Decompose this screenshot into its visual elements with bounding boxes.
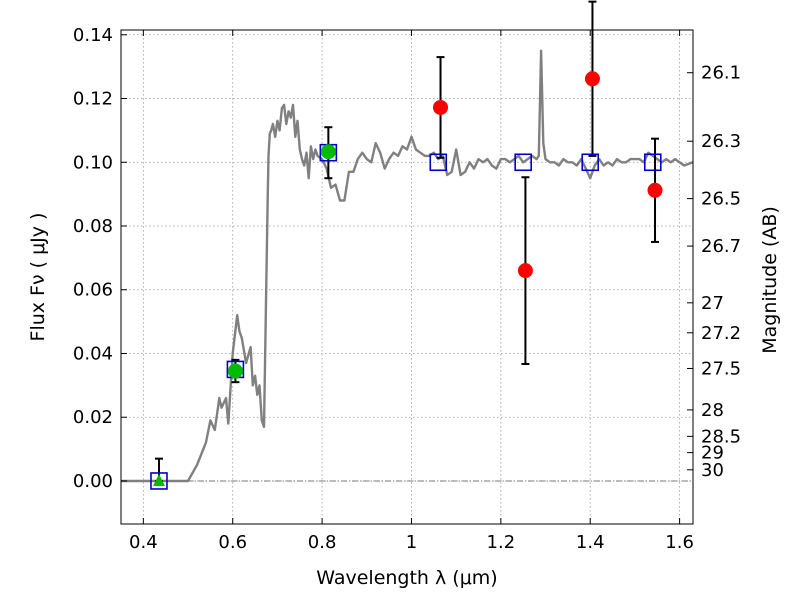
triangle-point [152, 473, 165, 486]
y-tick-label: 0.12 [73, 89, 113, 110]
x-tick-label: 1.6 [665, 532, 694, 553]
magnitude-tick-label: 27.5 [701, 358, 741, 379]
upper-limit-point [647, 182, 663, 198]
error-bars [154, 0, 660, 482]
model-photometry-square [514, 153, 532, 172]
model-photometry-square [429, 153, 448, 172]
x-tick-label: 1.4 [576, 532, 605, 553]
grid-lines [121, 30, 693, 524]
magnitude-tick-label: 27.2 [701, 323, 741, 344]
model-photometry-square [643, 153, 662, 172]
magnitude-tick-label: 27 [701, 293, 724, 314]
magnitude-tick-label: 26.7 [701, 236, 741, 257]
y-tick-label: 0.14 [73, 25, 113, 46]
model-photometry-markers [150, 143, 662, 490]
magnitude-tick-label: 26.3 [701, 131, 741, 152]
detection-point [320, 144, 336, 160]
model-photometry-square [150, 472, 168, 490]
x-axis-label: Wavelength λ (μm) [316, 567, 497, 589]
y-axis-ticks: 0.00 0.02 0.04 0.06 0.08 0.10 0.12 0.14 [73, 25, 127, 492]
y-tick-label: 0.00 [73, 471, 113, 492]
magnitude-tick-label: 26.1 [701, 63, 741, 84]
upper-limit-point [517, 263, 533, 279]
detection-point [227, 363, 243, 379]
model-photometry-square [581, 153, 600, 172]
magnitude-axis-label: Magnitude (AB) [759, 206, 781, 354]
x-tick-label: 0.8 [308, 532, 337, 553]
x-tick-label: 0.6 [218, 532, 247, 553]
magnitude-tick-label: 26.5 [701, 189, 741, 210]
x-tick-label: 0.4 [129, 532, 158, 553]
upper-limit-point [433, 99, 449, 115]
y-tick-label: 0.08 [73, 216, 113, 237]
y-tick-label: 0.10 [73, 152, 113, 173]
x-axis-ticks: 0.4 0.6 0.8 1 1.2 1.4 1.6 [129, 30, 694, 553]
y-tick-label: 0.06 [73, 280, 113, 301]
model-spectrum-line [121, 49, 694, 483]
observed-points [152, 71, 663, 486]
y-tick-label: 0.04 [73, 343, 113, 364]
magnitude-tick-label: 30 [701, 460, 724, 481]
magnitude-tick-label: 29 [701, 443, 724, 464]
x-tick-label: 1.2 [487, 532, 516, 553]
plot-frame [120, 29, 694, 525]
y-tick-label: 0.02 [73, 407, 113, 428]
y-axis-label: Flux Fν ( μJy ) [27, 213, 49, 342]
magnitude-tick-label: 28 [701, 400, 724, 421]
upper-limit-point [584, 71, 600, 87]
magnitude-tick-label: 28.5 [701, 426, 741, 447]
x-tick-label: 1 [406, 532, 417, 553]
